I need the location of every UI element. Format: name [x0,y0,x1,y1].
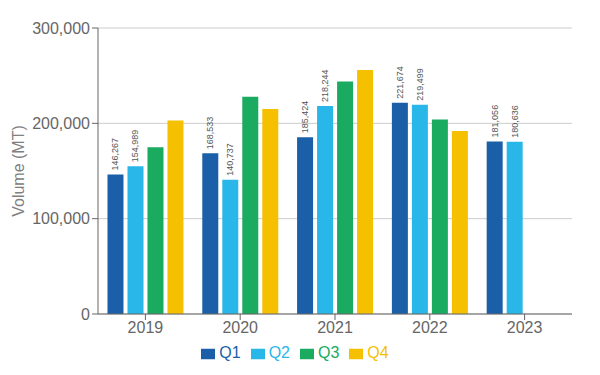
html-text:Q4: Q4 [367,344,389,361]
svg-text:180,636: 180,636 [510,105,520,138]
svg-text:168,533: 168,533 [205,117,215,150]
html-text:Q1: Q1 [219,344,241,361]
svg-text:140,737: 140,737 [225,143,235,176]
svg-text:221,674: 221,674 [395,66,405,99]
svg-text:100,000: 100,000 [32,210,90,227]
svg-text:185,424: 185,424 [300,101,310,134]
html-text:Q2: Q2 [268,344,290,361]
svg-text:154,989: 154,989 [130,130,140,163]
svg-text:0: 0 [81,306,90,323]
svg-text:2020: 2020 [222,319,258,336]
svg-text:Volume (MT): Volume (MT) [10,125,27,217]
svg-text:200,000: 200,000 [32,115,90,132]
svg-text:181,056: 181,056 [490,105,500,138]
svg-text:218,244: 218,244 [320,69,330,102]
svg-text:219,499: 219,499 [415,68,425,101]
svg-text:2019: 2019 [128,319,164,336]
svg-text:2022: 2022 [412,319,448,336]
html-text:Q3: Q3 [318,344,340,361]
svg-text:2023: 2023 [507,319,543,336]
svg-text:146,267: 146,267 [110,138,120,171]
svg-text:300,000: 300,000 [32,20,90,37]
svg-text:2021: 2021 [317,319,353,336]
